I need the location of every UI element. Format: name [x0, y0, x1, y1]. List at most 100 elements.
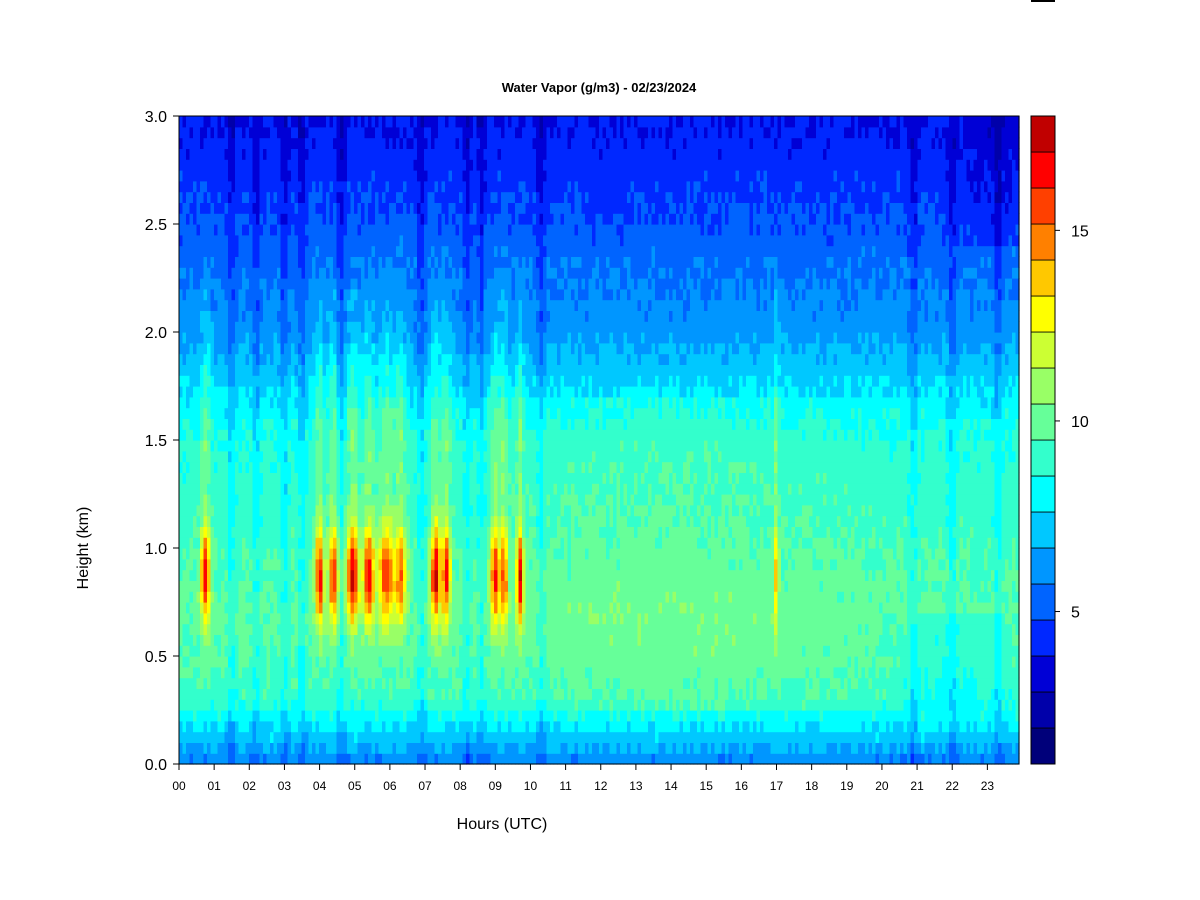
- heatmap-cell: [245, 332, 250, 344]
- heatmap-cell: [357, 483, 362, 495]
- heatmap-cell: [438, 461, 443, 473]
- heatmap-cell: [263, 710, 268, 722]
- heatmap-cell: [221, 591, 226, 603]
- heatmap-cell: [245, 126, 250, 139]
- heatmap-cell: [445, 612, 450, 625]
- heatmap-cell: [452, 483, 457, 495]
- heatmap-cell: [326, 256, 331, 268]
- heatmap-cell: [179, 386, 184, 398]
- heatmap-cell: [284, 321, 289, 333]
- heatmap-cell: [182, 515, 187, 527]
- heatmap-cell: [249, 148, 254, 160]
- heatmap-cell: [319, 472, 324, 484]
- heatmap-cell: [438, 494, 443, 506]
- heatmap-cell: [305, 526, 310, 538]
- heatmap-cell: [466, 612, 471, 625]
- heatmap-cell: [364, 569, 369, 581]
- heatmap-cell: [217, 191, 222, 203]
- heatmap-cell: [319, 537, 324, 549]
- heatmap-cell: [392, 450, 397, 463]
- heatmap-cell: [231, 375, 236, 387]
- heatmap-cell: [385, 461, 390, 473]
- heatmap-cell: [249, 483, 254, 495]
- heatmap-cell: [410, 526, 415, 538]
- heatmap-cell: [452, 634, 457, 646]
- heatmap-cell: [273, 548, 278, 560]
- heatmap-cell: [396, 569, 401, 581]
- heatmap-cell: [343, 677, 348, 689]
- heatmap-cell: [312, 450, 317, 463]
- heatmap-cell: [340, 191, 345, 203]
- heatmap-cell: [280, 483, 285, 495]
- heatmap-cell: [312, 126, 317, 139]
- heatmap-cell: [340, 710, 345, 722]
- heatmap-cell: [361, 645, 366, 657]
- heatmap-cell: [256, 321, 261, 333]
- heatmap-cell: [431, 472, 436, 484]
- heatmap-cell: [217, 159, 222, 171]
- heatmap-cell: [308, 332, 313, 344]
- heatmap-cell: [326, 342, 331, 355]
- heatmap-cell: [350, 418, 355, 430]
- heatmap-cell: [455, 288, 460, 301]
- heatmap-cell: [231, 645, 236, 657]
- heatmap-cell: [420, 256, 425, 268]
- heatmap-cell: [357, 548, 362, 560]
- heatmap-cell: [466, 353, 471, 365]
- heatmap-cell: [336, 202, 341, 214]
- heatmap-cell: [196, 461, 201, 473]
- heatmap-cell: [371, 753, 376, 765]
- heatmap-cell: [266, 569, 271, 581]
- heatmap-cell: [368, 386, 373, 398]
- heatmap-cell: [417, 213, 422, 225]
- heatmap-cell: [431, 375, 436, 387]
- heatmap-cell: [354, 537, 359, 549]
- heatmap-cell: [368, 407, 373, 419]
- heatmap-cell: [186, 310, 191, 322]
- heatmap-cell: [242, 375, 247, 387]
- heatmap-cell: [287, 710, 292, 722]
- heatmap-cell: [217, 310, 222, 322]
- heatmap-cell: [333, 342, 338, 355]
- heatmap-cell: [280, 213, 285, 225]
- heatmap-cell: [364, 321, 369, 333]
- heatmap-cell: [340, 450, 345, 463]
- heatmap-cell: [238, 666, 243, 679]
- heatmap-cell: [452, 558, 457, 571]
- heatmap-cell: [305, 386, 310, 398]
- heatmap-cell: [441, 213, 446, 225]
- heatmap-cell: [203, 353, 208, 365]
- heatmap-cell: [270, 591, 275, 603]
- heatmap-cell: [333, 180, 338, 193]
- heatmap-cell: [242, 558, 247, 571]
- heatmap-cell: [420, 386, 425, 398]
- heatmap-cell: [207, 224, 212, 236]
- heatmap-cell: [417, 623, 422, 635]
- heatmap-cell: [322, 245, 327, 257]
- heatmap-cell: [378, 602, 383, 614]
- heatmap-cell: [413, 526, 418, 538]
- heatmap-cell: [410, 504, 415, 517]
- heatmap-cell: [193, 472, 198, 484]
- heatmap-cell: [287, 612, 292, 625]
- heatmap-cell: [410, 180, 415, 193]
- heatmap-cell: [431, 515, 436, 527]
- heatmap-cell: [280, 548, 285, 560]
- heatmap-cell: [210, 202, 215, 214]
- heatmap-cell: [462, 548, 467, 560]
- heatmap-cell: [238, 623, 243, 635]
- heatmap-cell: [238, 634, 243, 646]
- heatmap-cell: [308, 256, 313, 268]
- heatmap-cell: [371, 440, 376, 452]
- heatmap-cell: [235, 245, 240, 257]
- heatmap-cell: [347, 407, 352, 419]
- heatmap-cell: [207, 386, 212, 398]
- heatmap-cell: [403, 645, 408, 657]
- heatmap-cell: [270, 440, 275, 452]
- heatmap-cell: [329, 558, 334, 571]
- heatmap-cell: [452, 159, 457, 171]
- heatmap-cell: [399, 623, 404, 635]
- heatmap-cell: [312, 461, 317, 473]
- heatmap-cell: [340, 753, 345, 765]
- heatmap-cell: [256, 407, 261, 419]
